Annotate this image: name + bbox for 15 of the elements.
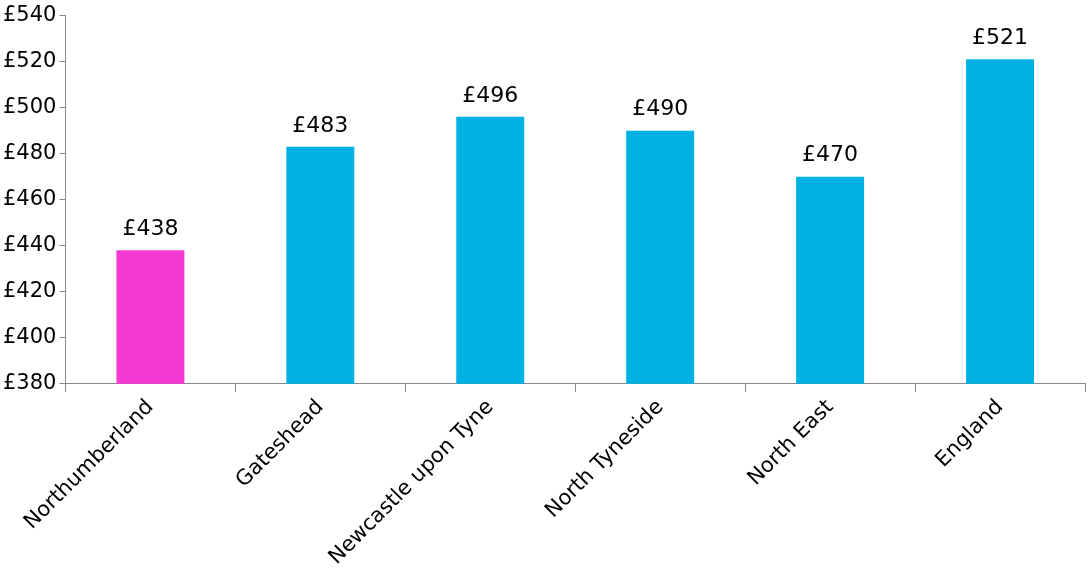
data-label: £483 — [292, 111, 349, 137]
y-tick-label: £440 — [2, 232, 57, 257]
y-tick-label: £500 — [2, 94, 57, 119]
y-tick-label: £380 — [2, 370, 57, 395]
data-label: £490 — [632, 95, 689, 121]
data-label: £470 — [802, 141, 859, 167]
data-label: £521 — [972, 24, 1029, 50]
y-tick-label: £460 — [2, 186, 57, 211]
y-tick-label: £540 — [2, 2, 57, 27]
data-label: £496 — [462, 81, 519, 107]
y-tick-label: £400 — [2, 324, 57, 349]
y-tick-label: £480 — [2, 140, 57, 165]
y-tick-label: £520 — [2, 48, 57, 73]
data-label: £438 — [122, 215, 179, 241]
y-tick-label: £420 — [2, 278, 57, 303]
